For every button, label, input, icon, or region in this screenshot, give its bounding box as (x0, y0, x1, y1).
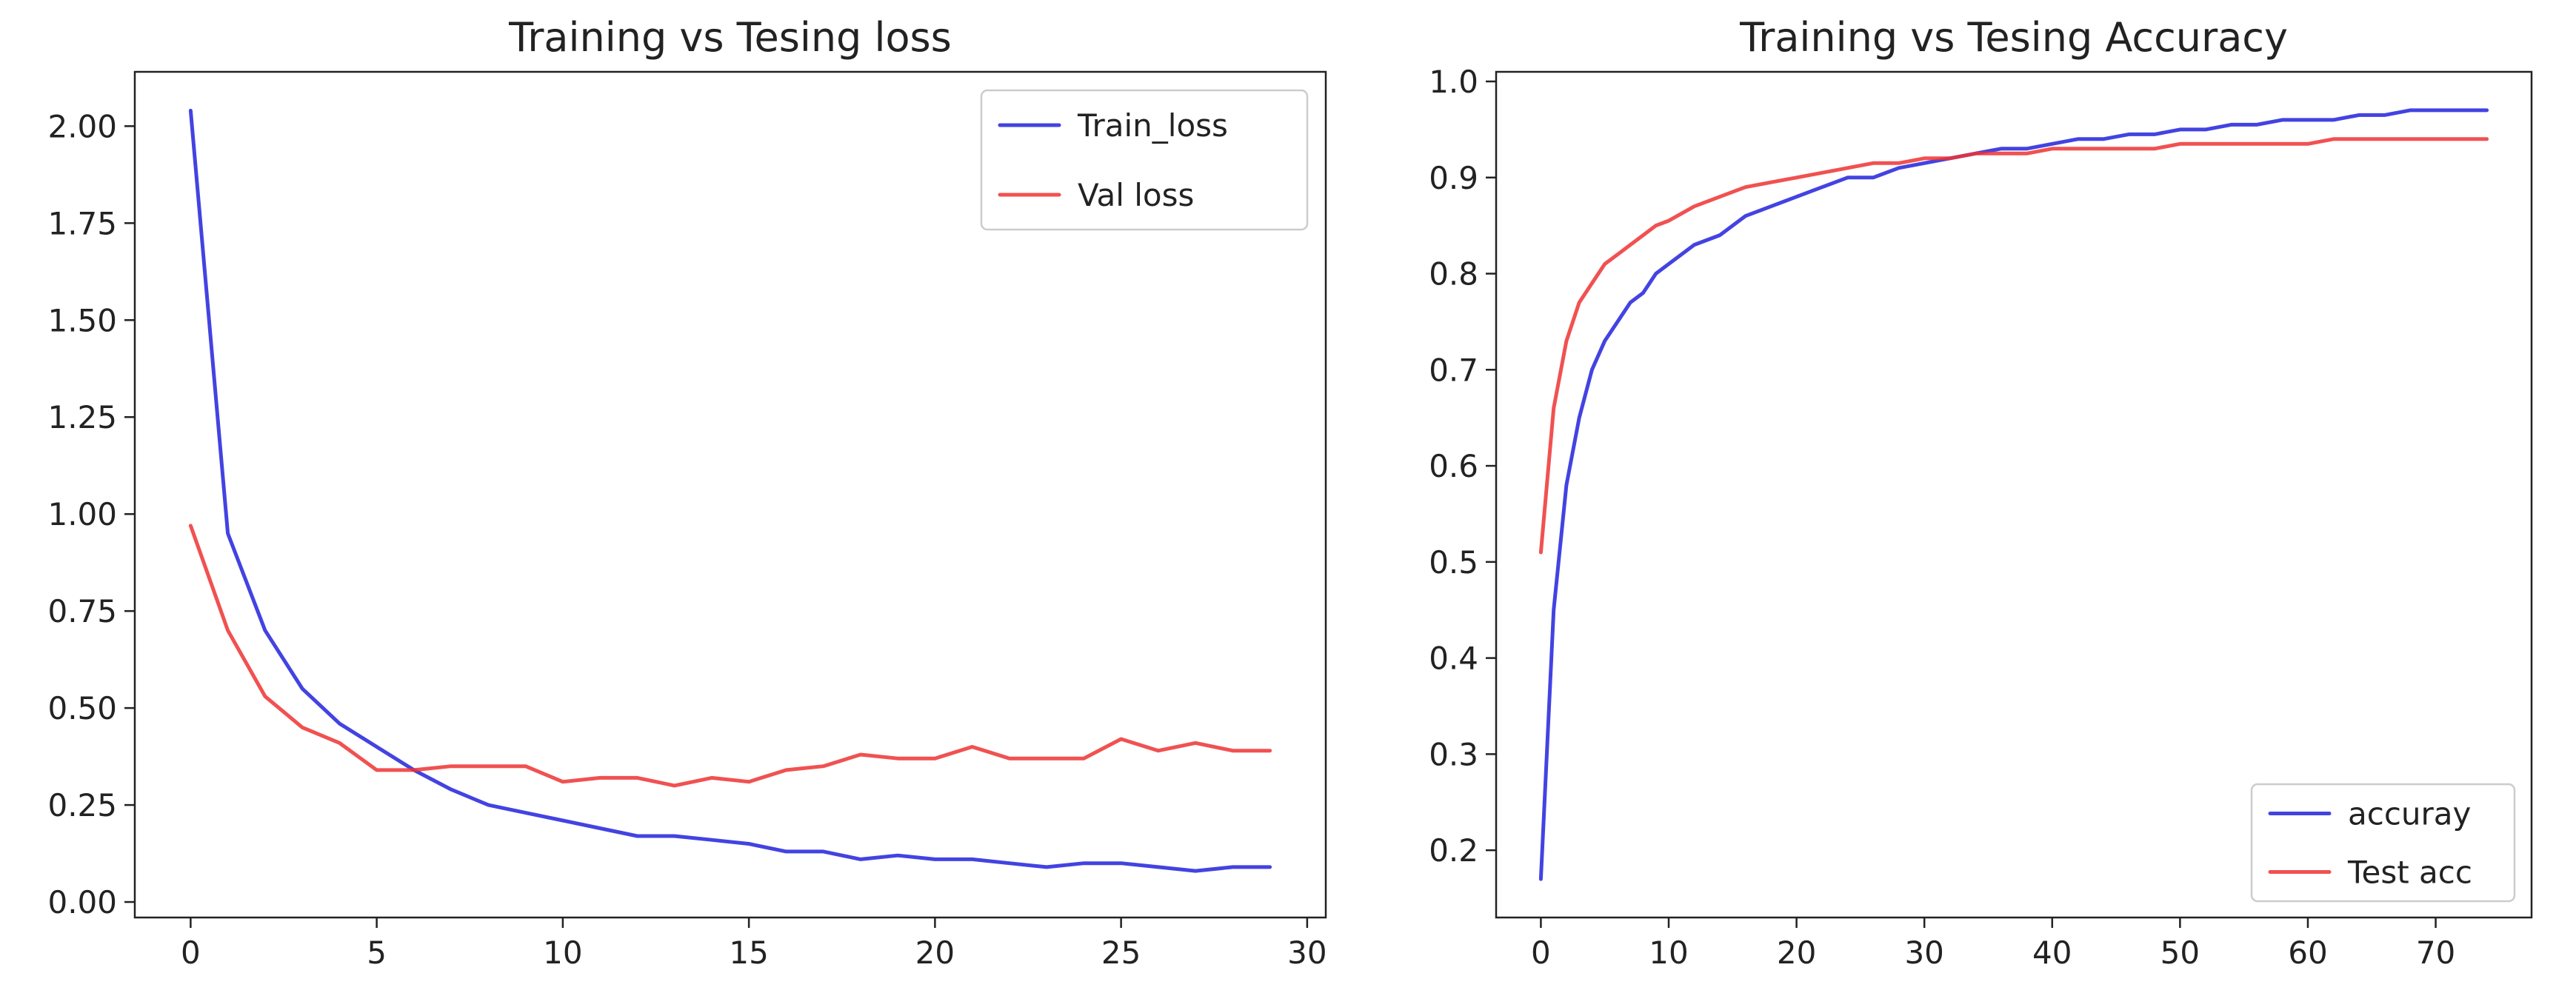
chart-title: Training vs Tesing Accuracy (1739, 14, 2288, 61)
x-tick-label: 25 (1101, 935, 1141, 971)
y-tick-label: 2.00 (47, 108, 117, 144)
y-tick-label: 0.3 (1429, 736, 1478, 772)
x-tick-label: 40 (2032, 935, 2072, 971)
y-tick-label: 0.6 (1429, 448, 1478, 484)
x-tick-label: 0 (1531, 935, 1551, 971)
x-tick-label: 70 (2416, 935, 2455, 971)
y-tick-label: 0.5 (1429, 544, 1478, 581)
y-tick-label: 0.75 (47, 593, 117, 629)
chart-title: Training vs Tesing loss (508, 14, 952, 61)
y-tick-label: 1.50 (47, 302, 117, 338)
y-tick-label: 0.7 (1429, 352, 1478, 388)
x-tick-label: 0 (181, 935, 201, 971)
x-tick-label: 20 (915, 935, 955, 971)
plot-frame (133, 70, 1327, 919)
chart-1: Training vs Tesing loss 0 5 10 15 20 25 30 0.00 0… (47, 14, 1327, 971)
legend-label: Train_loss (1077, 107, 1228, 144)
x-tick-label: 5 (367, 935, 387, 971)
x-tick-label: 10 (1649, 935, 1688, 971)
x-tick-label: 15 (729, 935, 768, 971)
y-tick-label: 1.25 (47, 399, 117, 435)
y-tick-label: 0.50 (47, 690, 117, 726)
series-line-val-loss (188, 524, 1272, 788)
legend-label: accuray (2348, 796, 2471, 832)
x-tick-label: 30 (1287, 935, 1327, 971)
x-tick-label: 30 (1904, 935, 1943, 971)
y-tick-label: 0.25 (47, 787, 117, 823)
legend-label: Val loss (1078, 177, 1194, 213)
y-tick-label: 0.9 (1429, 160, 1478, 196)
legend-box (980, 89, 1309, 231)
series-line-train-loss (188, 108, 1272, 873)
legend-label: Test acc (2347, 855, 2472, 891)
legend: accuray Test acc (2250, 783, 2516, 903)
y-tick-label: 0.4 (1429, 641, 1478, 677)
y-tick-label: 0.8 (1429, 256, 1478, 293)
plot-frame (1495, 70, 2533, 919)
y-tick-label: 0.00 (47, 884, 117, 920)
legend: Train_loss Val loss (980, 89, 1309, 231)
y-tick-label: 1.00 (47, 496, 117, 532)
series-line-test-acc (1538, 137, 2489, 555)
x-tick-label: 10 (543, 935, 582, 971)
x-tick-label: 60 (2288, 935, 2327, 971)
y-tick-label: 1.0 (1429, 64, 1478, 100)
y-tick-label: 0.2 (1429, 832, 1478, 869)
series-line-accuray (1538, 108, 2489, 881)
y-tick-label: 1.75 (47, 205, 117, 241)
chart-2: Training vs Tesing Accuracy 0 10 20 30 40 50 60… (1429, 14, 2533, 971)
x-tick-label: 50 (2160, 935, 2200, 971)
x-tick-label: 20 (1777, 935, 1816, 971)
